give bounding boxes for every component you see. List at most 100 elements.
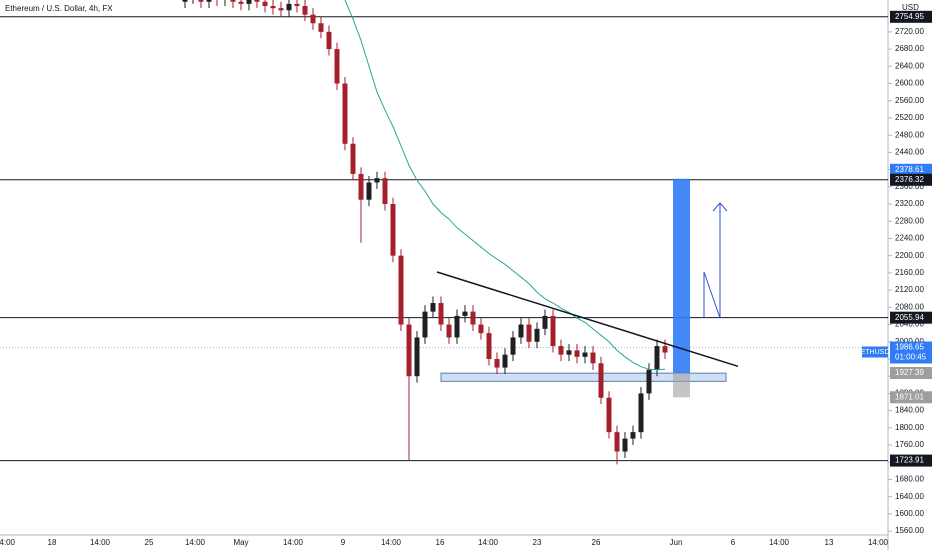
chart-title: Ethereum / U.S. Dollar, 4h, FX — [5, 4, 113, 13]
candle-body — [470, 311, 476, 325]
candle-body — [374, 178, 380, 183]
candle-body — [422, 311, 428, 338]
y-tick-label: 2560.00 — [895, 96, 924, 105]
candle-body — [478, 324, 484, 334]
candle-body — [518, 324, 524, 338]
level-label-bg — [890, 311, 932, 324]
y-tick-label: 2440.00 — [895, 147, 924, 156]
countdown-label: 01:00:45 — [895, 353, 927, 362]
candle-body — [526, 324, 532, 342]
candle-body — [542, 315, 548, 329]
candle-body — [398, 255, 404, 325]
y-tick-label: 2080.00 — [895, 302, 924, 311]
candle-body — [662, 346, 668, 353]
candle-body — [582, 352, 588, 357]
candle-body — [614, 432, 620, 452]
candle-body — [558, 346, 564, 355]
x-tick-label: 14:00 — [185, 538, 206, 547]
ema-line — [344, 0, 666, 371]
candle-body — [654, 346, 660, 370]
candle-body — [534, 328, 540, 342]
x-tick-label: 16 — [436, 538, 445, 547]
candle-body — [310, 14, 316, 24]
projection-arrow — [703, 202, 728, 319]
x-tick-label: 14:00 — [868, 538, 889, 547]
currency-label: USD — [902, 3, 919, 12]
y-tick-label: 1840.00 — [895, 406, 924, 415]
level-label-bg — [890, 10, 932, 23]
candle-body — [622, 438, 628, 452]
y-tick-label: 2680.00 — [895, 44, 924, 53]
y-tick-label: 2520.00 — [895, 113, 924, 122]
candle-body — [574, 350, 580, 357]
y-tick-label: 1560.00 — [895, 526, 924, 535]
candle-body — [566, 350, 572, 355]
level-label: 2055.94 — [895, 313, 924, 322]
candle-body — [294, 3, 300, 7]
symbol-label: ETHUSD — [861, 349, 890, 356]
candle-body — [486, 333, 492, 359]
y-tick-label: 2000.00 — [895, 337, 924, 346]
candle-body — [206, 0, 212, 2]
candle-body — [638, 393, 644, 433]
stop-label: 1871.01 — [895, 392, 924, 401]
candle-body — [598, 363, 604, 398]
arrow-path — [703, 203, 721, 319]
x-tick-label: 14:00 — [769, 538, 790, 547]
y-tick-label: 1600.00 — [895, 509, 924, 518]
candle-body — [198, 0, 204, 2]
x-tick-label: 9 — [341, 538, 346, 547]
candle-body — [262, 1, 268, 7]
candle-body — [254, 0, 260, 2]
candle-body — [502, 354, 508, 368]
candle-body — [390, 204, 396, 256]
y-tick-label: 2160.00 — [895, 268, 924, 277]
candle-body — [278, 8, 284, 11]
y-tick-label: 2360.00 — [895, 182, 924, 191]
candle-body — [334, 49, 340, 84]
candle-body — [182, 0, 188, 2]
x-tick-label: 13 — [825, 538, 834, 547]
last-price-bg — [890, 341, 932, 364]
y-tick-label: 2600.00 — [895, 79, 924, 88]
candle-body — [230, 0, 236, 2]
y-tick-label: 2480.00 — [895, 130, 924, 139]
arrow-head — [712, 202, 728, 212]
y-tick-label: 1680.00 — [895, 475, 924, 484]
y-tick-label: 1760.00 — [895, 440, 924, 449]
y-tick-label: 2640.00 — [895, 61, 924, 70]
candle-body — [286, 3, 292, 11]
x-tick-label: 14:00 — [90, 538, 111, 547]
y-tick-label: 2120.00 — [895, 285, 924, 294]
level-label: 2754.95 — [895, 12, 924, 21]
x-tick-label: 14:00 — [0, 538, 16, 547]
support-zone — [440, 372, 727, 382]
x-tick-label: 26 — [592, 538, 601, 547]
x-tick-label: 18 — [48, 538, 57, 547]
candle-body — [358, 173, 364, 200]
last-price-label: 1986.65 — [895, 343, 924, 352]
candle-body — [630, 432, 636, 439]
candle-body — [246, 0, 252, 4]
candle-body — [366, 182, 372, 200]
y-tick-label: 2200.00 — [895, 251, 924, 260]
candle-body — [646, 369, 652, 394]
symbol-bg — [862, 346, 888, 358]
candle-body — [494, 358, 500, 368]
candle-body — [342, 83, 348, 144]
candle-body — [414, 337, 420, 377]
trend-line — [436, 271, 739, 368]
candle-body — [462, 311, 468, 316]
candle-body — [510, 337, 516, 355]
level-label-bg — [890, 454, 932, 467]
candle-body — [590, 352, 596, 364]
candle-body — [406, 324, 412, 377]
entry-label-bg — [890, 367, 932, 380]
x-tick-label: May — [233, 538, 248, 547]
x-tick-label: 6 — [731, 538, 736, 547]
x-tick-label: 14:00 — [478, 538, 499, 547]
x-tick-label: 25 — [145, 538, 154, 547]
y-tick-label: 1800.00 — [895, 423, 924, 432]
y-tick-label: 1640.00 — [895, 492, 924, 501]
